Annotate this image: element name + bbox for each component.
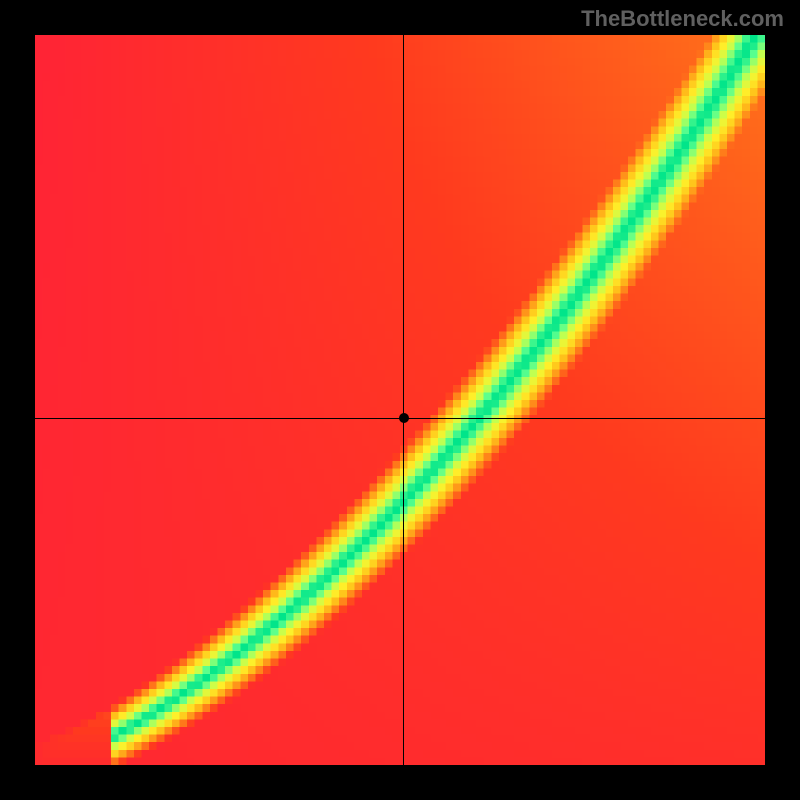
heatmap-canvas <box>35 35 765 765</box>
crosshair-marker <box>399 413 409 423</box>
crosshair-vertical <box>403 35 404 765</box>
chart-container: TheBottleneck.com <box>0 0 800 800</box>
watermark-text: TheBottleneck.com <box>581 6 784 32</box>
heatmap-plot <box>35 35 765 765</box>
